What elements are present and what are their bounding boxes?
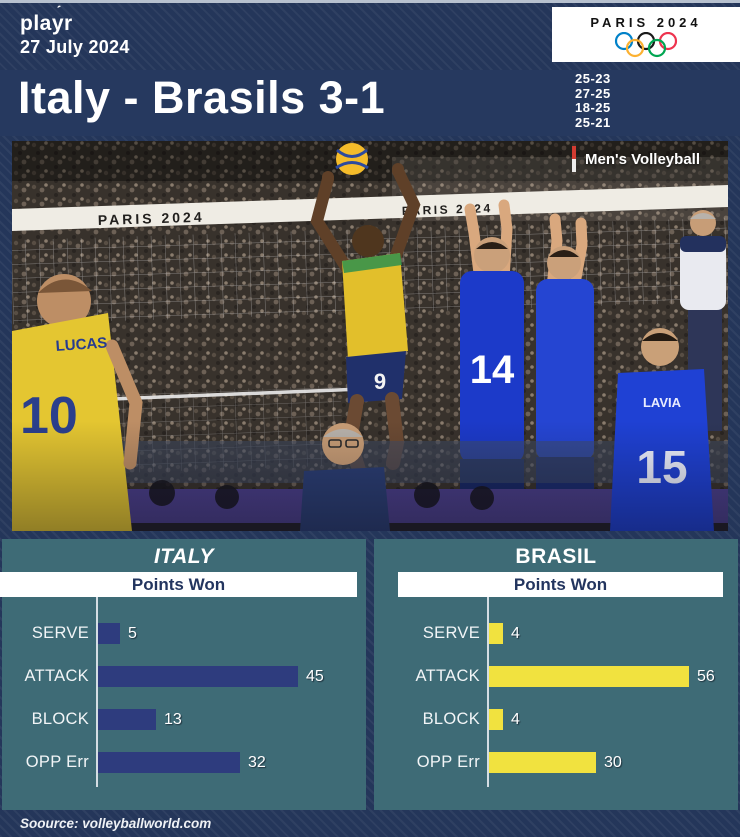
value-bar xyxy=(489,666,689,687)
match-photo-illustration: PARIS 2024 PARIS 2024 xyxy=(12,141,728,531)
brasil-points-won-label: Points Won xyxy=(513,574,608,594)
brasil-stats-panel: BRASIL Points Won SERVE 4 ATTACK 56 BLOCK 4 OP… xyxy=(374,539,738,810)
value-label: 13 xyxy=(164,710,182,728)
value-label: 4 xyxy=(511,710,520,728)
value-bar xyxy=(489,709,503,730)
value-label: 45 xyxy=(306,667,324,685)
category-label: OPP Err xyxy=(25,753,89,771)
set-score-3: 18-25 xyxy=(575,100,611,115)
brasil-chart-axis xyxy=(487,597,489,787)
value-label: 30 xyxy=(604,753,622,771)
italy-panel-title: ITALY xyxy=(153,545,215,568)
italy-points-won-strip: Points Won xyxy=(0,572,357,597)
paris-2024-wordmark: PARIS 2024 xyxy=(590,14,702,30)
blocker-players: 14 xyxy=(460,199,594,499)
italy-chart-axis xyxy=(96,597,98,787)
set-score-2: 27-25 xyxy=(575,85,611,101)
chart-row: ATTACK 45 xyxy=(2,666,366,687)
category-label: ATTACK xyxy=(415,667,480,685)
paris-2024-badge: PARIS 2024 xyxy=(552,7,740,62)
set-scores: 25-23 27-25 18-25 25-21 xyxy=(575,71,611,130)
chart-row: ATTACK 56 xyxy=(374,666,738,687)
category-label: BLOCK xyxy=(422,710,480,728)
category-label: OPP Err xyxy=(416,753,480,771)
category-label: ATTACK xyxy=(24,667,89,685)
value-bar xyxy=(98,666,298,687)
blocker-number: 14 xyxy=(470,348,515,392)
volleyball-icon xyxy=(335,143,369,175)
left-player-name: LUCAS xyxy=(55,334,108,355)
caption-accent-bar xyxy=(572,146,576,172)
chart-row: BLOCK 13 xyxy=(2,709,366,730)
set-score-4: 25-21 xyxy=(575,114,611,130)
top-edge-strip xyxy=(0,0,740,3)
chart-row: OPP Err 30 xyxy=(374,752,738,773)
match-date: 27 July 2024 xyxy=(20,37,130,57)
spiker-number: 9 xyxy=(374,369,386,394)
title-band xyxy=(0,70,740,136)
value-label: 32 xyxy=(248,753,266,771)
match-photo: PARIS 2024 PARIS 2024 xyxy=(12,141,728,531)
italy-stats-panel: ITALY Points Won SERVE 5 ATTACK 45 BLOCK 13 OP… xyxy=(0,539,366,810)
brasil-points-won-strip: Points Won xyxy=(398,572,723,597)
olympic-rings-icon xyxy=(614,31,678,57)
value-bar xyxy=(98,752,240,773)
source-credit: Soource: volleyballworld.com xyxy=(20,816,212,831)
right-player-name: LAVIA xyxy=(643,395,682,410)
spiker-player: 9 xyxy=(310,163,421,480)
italy-points-won-label: Points Won xyxy=(131,574,226,594)
chart-row: SERVE 5 xyxy=(2,623,366,644)
value-label: 4 xyxy=(511,624,520,642)
chart-row: BLOCK 4 xyxy=(374,709,738,730)
value-label: 5 xyxy=(128,624,137,642)
net-banner-text: PARIS 2024 xyxy=(98,209,205,228)
italy-bar-chart: SERVE 5 ATTACK 45 BLOCK 13 OPP Err 32 xyxy=(2,623,366,795)
playr-logo: playr xyxy=(20,12,73,35)
value-bar xyxy=(98,709,156,730)
photo-caption-text: Men's Volleyball xyxy=(585,150,700,168)
value-bar xyxy=(98,623,120,644)
chart-row: OPP Err 32 xyxy=(2,752,366,773)
value-bar xyxy=(489,623,503,644)
category-label: SERVE xyxy=(422,624,480,642)
brasil-bar-chart: SERVE 4 ATTACK 56 BLOCK 4 OPP Err 30 xyxy=(374,623,738,795)
value-label: 56 xyxy=(697,667,715,685)
chart-row: SERVE 4 xyxy=(374,623,738,644)
value-bar xyxy=(489,752,596,773)
brasil-panel-title: BRASIL xyxy=(515,545,597,568)
photo-caption: Men's Volleyball xyxy=(572,146,700,172)
match-title: Italy - Brasils 3-1 xyxy=(18,72,386,123)
category-label: SERVE xyxy=(31,624,89,642)
category-label: BLOCK xyxy=(31,710,89,728)
set-score-1: 25-23 xyxy=(575,71,611,86)
